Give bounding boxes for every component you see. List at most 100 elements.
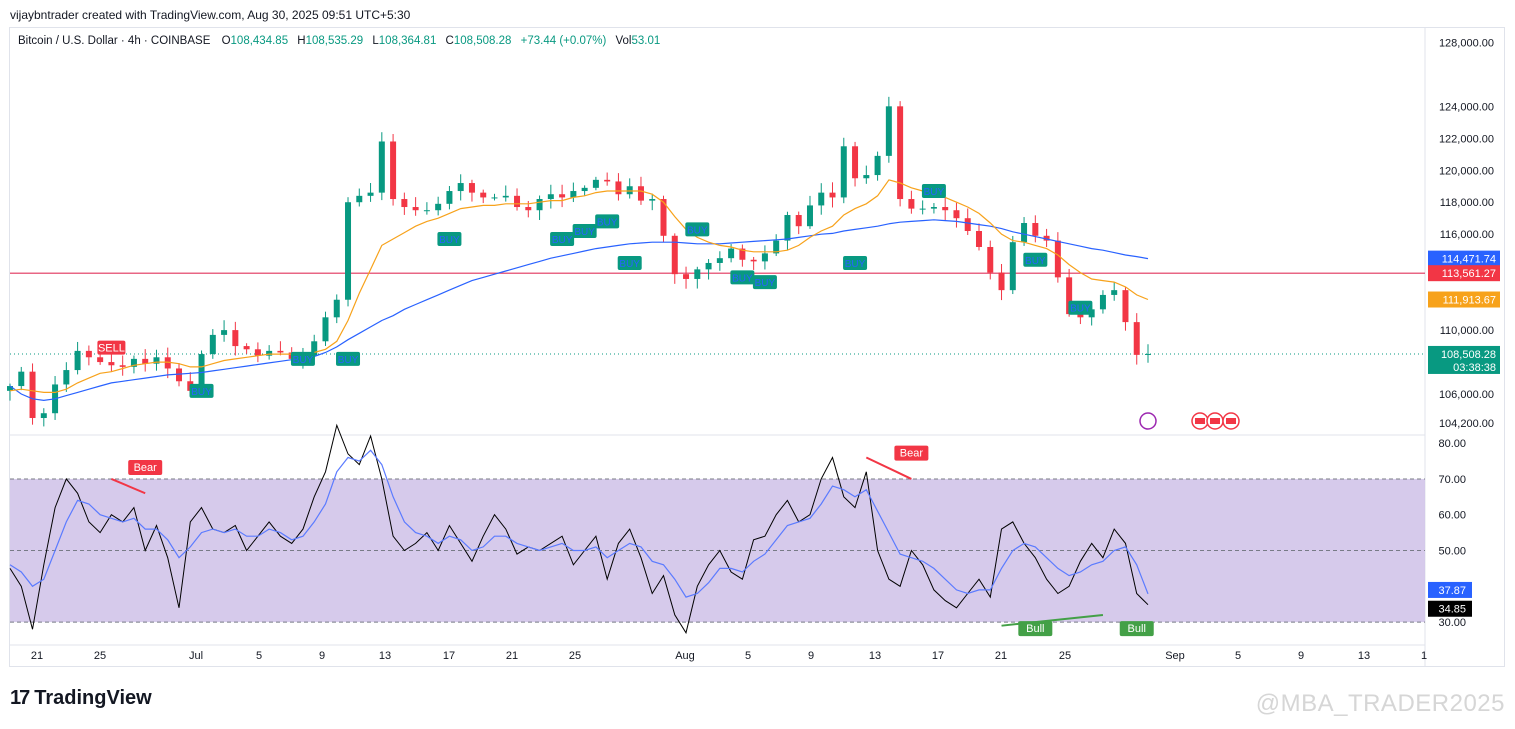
chart-frame xyxy=(9,27,1505,667)
candle-body xyxy=(1009,242,1016,291)
signal-badge xyxy=(921,184,946,199)
candle-body xyxy=(130,358,137,367)
candle-body xyxy=(671,235,678,275)
signal-badge xyxy=(843,255,868,270)
time-tick-label: Aug xyxy=(675,650,695,662)
candle-body xyxy=(581,187,588,192)
price-axis-label: 111,913.67 xyxy=(1428,291,1500,308)
candle-body xyxy=(1111,290,1118,295)
bull-divergence-line xyxy=(1001,613,1104,627)
divergence-text: Bull xyxy=(1128,623,1146,635)
candle-body xyxy=(468,183,475,193)
rsi-tick-label: 80.00 xyxy=(1438,438,1466,450)
candle-body xyxy=(716,258,723,263)
candle-body xyxy=(311,341,318,356)
candle-body xyxy=(243,346,250,350)
signal-badge xyxy=(336,351,361,366)
candle-body xyxy=(739,248,746,260)
candle-body xyxy=(863,175,870,179)
low-value: 108,364.81 xyxy=(378,35,437,47)
candle-body xyxy=(446,191,453,204)
signal-label: BUY xyxy=(619,259,640,270)
price-tick-label: 122,000.00 xyxy=(1439,133,1494,145)
rsi-tick-label: 30.00 xyxy=(1438,617,1466,629)
candle-body xyxy=(885,106,892,156)
candle-body xyxy=(1021,223,1028,243)
candle-body xyxy=(63,370,70,385)
time-tick-label: 13 xyxy=(869,650,881,662)
time-tick-label: 21 xyxy=(31,650,43,662)
candle-body xyxy=(108,362,115,366)
close-value: 108,508.28 xyxy=(453,35,512,47)
candle-body xyxy=(806,205,813,227)
time-tick-label: 5 xyxy=(1235,650,1241,662)
rsi-ma-line xyxy=(9,449,1149,598)
time-tick-label: 1 xyxy=(1421,650,1427,662)
buy-signal: BUY xyxy=(595,214,620,229)
candle-body xyxy=(1032,223,1039,236)
candle-body xyxy=(74,350,81,371)
vol-value: 53.01 xyxy=(631,35,661,47)
candle-body xyxy=(705,262,712,270)
candle-body xyxy=(1133,322,1140,355)
rsi-axis-label: 34.85 xyxy=(1428,600,1472,617)
candle-body xyxy=(908,199,915,209)
time-tick-label: 5 xyxy=(256,650,262,662)
candle-body xyxy=(1077,314,1084,318)
us-flag-stripes xyxy=(1210,418,1220,424)
signal-label: BUY xyxy=(687,225,708,236)
candle-body xyxy=(491,197,498,199)
candle-body xyxy=(1054,240,1061,278)
signal-badge xyxy=(595,214,620,229)
ma-slow-line xyxy=(9,219,1149,402)
candle-body xyxy=(559,194,566,198)
bull-label: Bull xyxy=(1119,621,1154,637)
signal-label: BUY xyxy=(845,259,866,270)
time-tick-label: 25 xyxy=(1059,650,1071,662)
time-tick-label: 13 xyxy=(379,650,391,662)
price-axis-label: 114,471.74 xyxy=(1428,250,1500,267)
candle-body xyxy=(840,146,847,198)
divergence-badge xyxy=(1119,621,1154,637)
candle-body xyxy=(683,274,690,279)
candle-body xyxy=(1122,290,1129,323)
candle-body xyxy=(356,195,363,203)
sell-signal: SELL xyxy=(97,340,126,355)
candle-body xyxy=(85,350,92,358)
tradingview-logo[interactable]: 17 TradingView xyxy=(10,687,152,710)
candle-body xyxy=(536,199,543,211)
symbol-title[interactable]: Bitcoin / U.S. Dollar · 4h · COINBASE xyxy=(18,35,211,47)
signal-badge xyxy=(572,224,597,238)
signal-label: BUY xyxy=(439,235,460,246)
us-flag-stripes xyxy=(1226,418,1236,424)
buy-signal: BUY xyxy=(685,222,710,237)
time-tick-label: 13 xyxy=(1358,650,1370,662)
candle-body xyxy=(254,349,261,356)
rsi-axis-label: 37.87 xyxy=(1428,581,1472,598)
signal-label: BUY xyxy=(597,217,618,228)
signal-badge xyxy=(730,270,755,285)
candle-body xyxy=(322,317,329,342)
rsi-axis-label-text: 37.87 xyxy=(1438,585,1466,597)
time-tick-label: Sep xyxy=(1165,650,1185,662)
candle-body xyxy=(930,207,937,209)
time-tick-label: 9 xyxy=(808,650,814,662)
time-tick-label: Jul xyxy=(189,650,203,662)
buy-signal: BUY xyxy=(572,224,597,238)
candle-body xyxy=(829,192,836,198)
candle-body xyxy=(694,269,701,279)
rsi-line xyxy=(9,423,1149,635)
price-tick-label: 118,000.00 xyxy=(1440,197,1494,209)
candle-body xyxy=(97,357,104,363)
bear-label: Bear xyxy=(894,445,929,461)
price-axis-label-bg xyxy=(1428,265,1500,282)
price-axis-label: 113,561.27 xyxy=(1428,265,1500,282)
candle-body xyxy=(390,141,397,200)
candle-body xyxy=(266,350,273,356)
buy-signal: BUY xyxy=(189,383,214,398)
time-tick-label: 9 xyxy=(319,650,325,662)
divergence-text: Bear xyxy=(134,462,158,474)
price-axis-label-text: 113,561.27 xyxy=(1442,268,1496,280)
candle-body xyxy=(852,146,859,179)
